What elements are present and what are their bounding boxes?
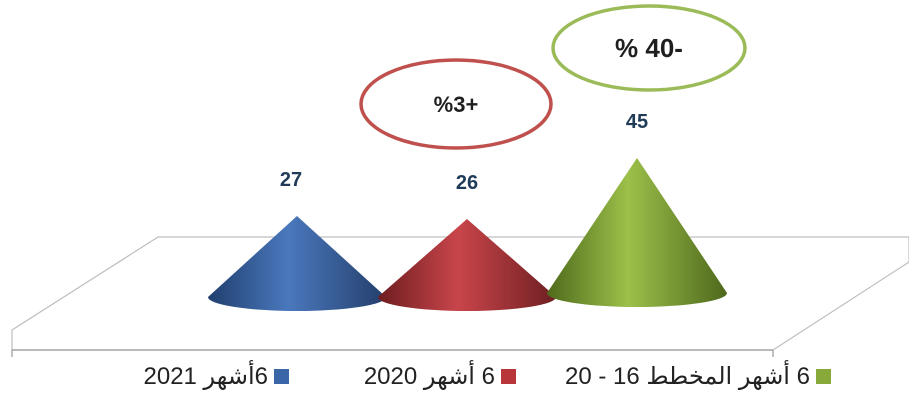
chart-legend: 6أشهر 2021 6 أشهر 2020 6 أشهر المخطط 16 … <box>0 362 909 398</box>
annotation-bubble-plan: % 40- <box>551 4 747 92</box>
annotation-text-2020: %3+ <box>434 92 479 117</box>
legend-swatch-2021 <box>274 369 289 384</box>
cone-mark-1 <box>378 219 556 311</box>
annotation-text-plan: % 40- <box>615 33 683 63</box>
legend-label-plan: 6 أشهر المخطط 16 - 20 <box>565 363 810 390</box>
annotation-bubble-2020: %3+ <box>359 58 553 150</box>
legend-item-2021: 6أشهر 2021 <box>143 362 289 391</box>
cone-mark-2 <box>547 158 727 307</box>
legend-item-plan: 6 أشهر المخطط 16 - 20 <box>565 362 831 391</box>
legend-swatch-plan <box>816 369 831 384</box>
legend-swatch-2020 <box>501 369 516 384</box>
data-label-0: 27 <box>280 169 302 191</box>
data-label-2: 45 <box>626 111 648 133</box>
legend-label-2020: 6 أشهر 2020 <box>363 363 495 390</box>
legend-label-2021: 6أشهر 2021 <box>143 363 269 390</box>
data-label-1: 26 <box>456 172 478 194</box>
legend-item-2020: 6 أشهر 2020 <box>364 362 516 391</box>
cone-mark-0 <box>208 216 386 311</box>
